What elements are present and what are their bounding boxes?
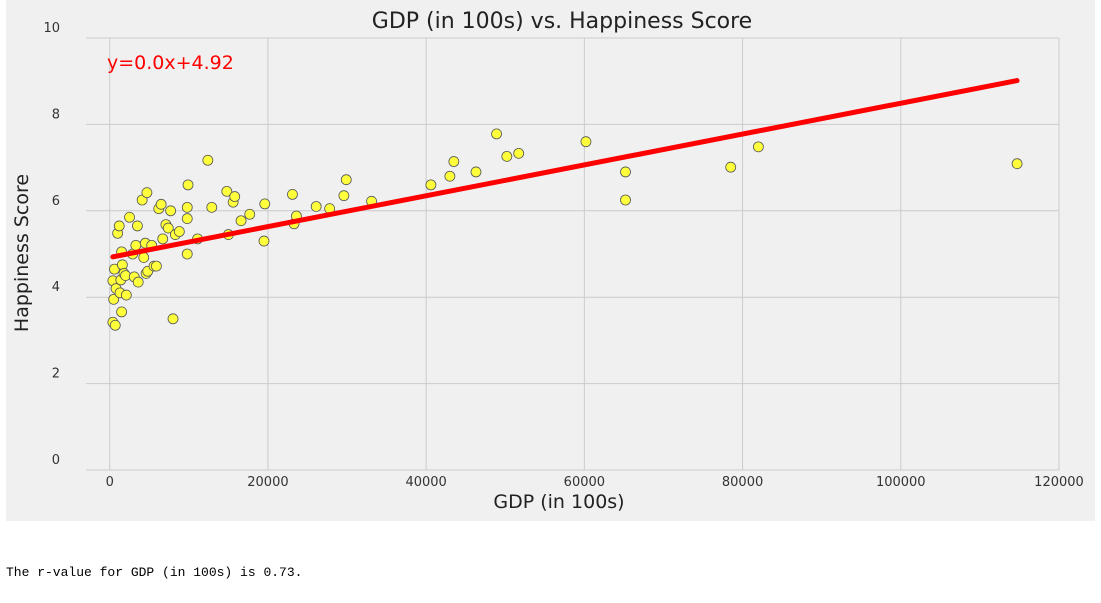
data-point: [1011, 158, 1023, 170]
x-tick-label: 80000: [722, 475, 763, 490]
y-tick-label: 8: [52, 107, 60, 122]
regression-line: [110, 78, 1020, 260]
data-point: [165, 205, 177, 217]
chart-figure: 0 20000 40000 60000 80000 100000 120000 0 2 4 6 8 1…: [6, 0, 1095, 521]
data-point: [752, 141, 764, 153]
data-point: [287, 188, 298, 200]
x-tick-label: 0: [106, 475, 114, 490]
data-point: [132, 276, 144, 288]
data-point: [162, 222, 174, 234]
y-tick-label: 6: [52, 194, 60, 209]
data-point: [157, 233, 169, 245]
data-point: [620, 166, 631, 178]
regression-line-path: [110, 78, 1020, 260]
data-point: [181, 201, 193, 213]
y-tick-label: 10: [43, 21, 60, 36]
y-tick-labels: 0 2 4 6 8 10: [43, 21, 60, 468]
regression-equation: y=0.0x+4.92: [107, 52, 234, 74]
data-point: [182, 179, 194, 191]
chart-title: GDP (in 100s) vs. Happiness Score: [372, 9, 752, 34]
data-point: [259, 198, 271, 210]
data-point: [491, 128, 502, 140]
data-point: [181, 248, 193, 260]
data-point: [725, 161, 737, 173]
data-point: [108, 293, 120, 305]
data-point: [124, 211, 135, 223]
y-tick-label: 4: [52, 280, 60, 295]
data-point: [470, 166, 482, 178]
x-axis-label: GDP (in 100s): [493, 491, 624, 513]
data-point: [173, 226, 185, 237]
data-point: [235, 215, 247, 227]
data-point: [181, 213, 193, 224]
data-point: [120, 289, 132, 301]
data-point: [310, 201, 322, 212]
y-axis-label: Happiness Score: [11, 174, 33, 332]
x-tick-label: 100000: [876, 475, 926, 490]
data-point: [202, 154, 214, 166]
data-point: [109, 319, 121, 331]
data-point: [130, 239, 142, 251]
scatter-chart: 0 20000 40000 60000 80000 100000 120000 0 2 4 6 8 1…: [11, 9, 1084, 513]
data-point: [448, 156, 460, 167]
data-point: [258, 235, 270, 247]
data-point: [501, 150, 513, 162]
data-point: [244, 208, 256, 220]
x-tick-labels: 0 20000 40000 60000 80000 100000 120000: [106, 475, 1084, 490]
data-point: [132, 220, 143, 232]
data-point: [151, 260, 162, 272]
x-tick-label: 40000: [405, 475, 446, 490]
data-point: [155, 198, 167, 210]
data-points: [107, 128, 1023, 331]
data-point: [425, 179, 437, 191]
data-point: [340, 174, 352, 186]
data-point: [116, 306, 127, 318]
data-point: [580, 136, 592, 148]
x-tick-label: 60000: [564, 475, 605, 490]
data-point: [167, 313, 179, 325]
data-point: [221, 185, 233, 197]
y-tick-label: 2: [52, 367, 60, 382]
x-tick-label: 20000: [247, 475, 288, 490]
data-point: [338, 190, 350, 202]
data-point: [444, 170, 456, 182]
data-point: [141, 187, 153, 199]
r-value-output: The r-value for GDP (in 100s) is 0.73.: [6, 565, 303, 580]
data-point: [206, 201, 218, 213]
data-point: [229, 191, 241, 202]
data-point: [513, 147, 525, 159]
x-tick-label: 120000: [1034, 475, 1084, 490]
data-point: [113, 220, 125, 232]
data-point: [620, 194, 631, 206]
y-tick-label: 0: [52, 453, 60, 468]
